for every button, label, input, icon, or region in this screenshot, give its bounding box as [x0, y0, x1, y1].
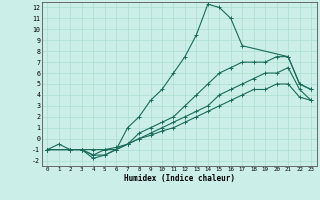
X-axis label: Humidex (Indice chaleur): Humidex (Indice chaleur) [124, 174, 235, 183]
